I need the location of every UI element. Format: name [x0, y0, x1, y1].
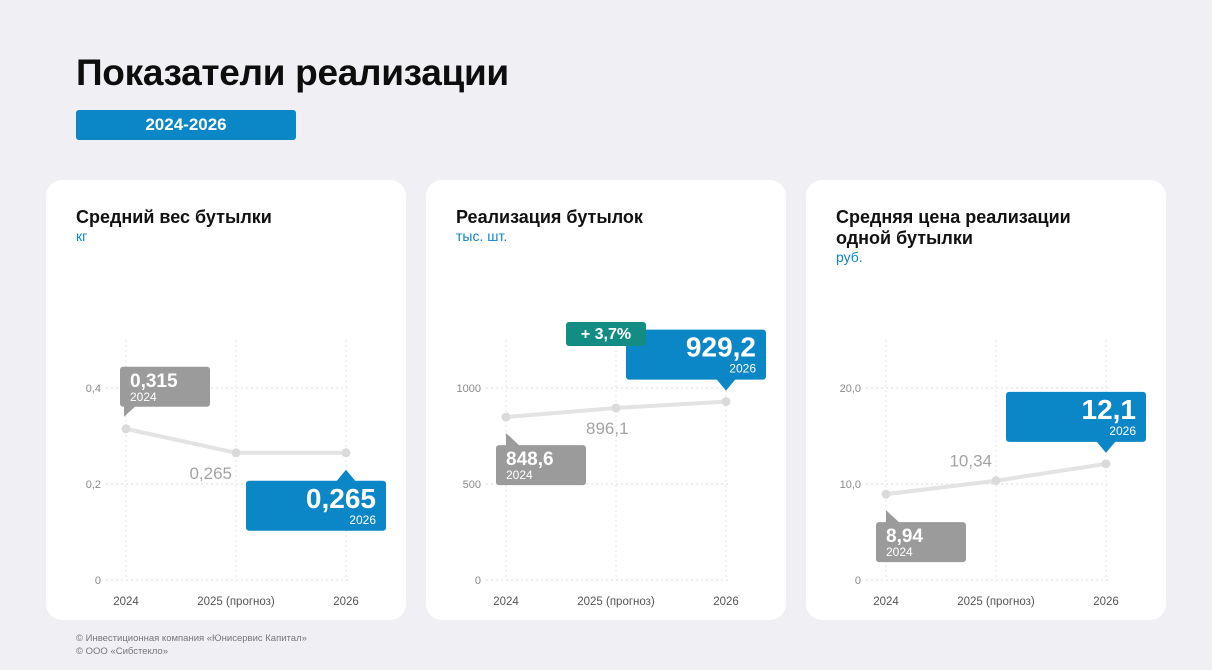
data-label: 0,265 [189, 464, 232, 483]
chart-unit: тыс. шт. [456, 228, 508, 244]
x-tick-label: 2025 (прогноз) [577, 596, 655, 608]
x-tick-label: 2026 [1093, 596, 1119, 608]
data-point [121, 424, 131, 434]
footer-line: © ООО «Сибстекло» [76, 646, 168, 657]
y-tick-label: 1000 [457, 383, 481, 395]
y-tick-label: 0,4 [86, 383, 101, 395]
chart-title: Средняя цена реализации одной бутылки ру… [836, 207, 1096, 265]
growth-badge-text: + 3,7% [581, 326, 631, 343]
growth-badge-box [566, 322, 646, 346]
chart-unit: руб. [836, 249, 863, 265]
y-tick-label: 500 [463, 479, 481, 491]
callout-value: 848,6 [506, 449, 554, 470]
chart-title-text: Средний вес бутылки [76, 207, 272, 227]
callout-value: 12,1 [1082, 394, 1137, 425]
callout-year: 2026 [349, 513, 376, 527]
callout-tail [716, 378, 736, 391]
callout-value: 0,265 [306, 483, 376, 514]
data-point [991, 476, 1001, 486]
period-badge: 2024-2026 [76, 110, 296, 140]
callout-tail [336, 469, 356, 482]
x-tick-label: 2024 [113, 596, 139, 608]
callout-box [876, 522, 966, 563]
x-tick-label: 2024 [873, 596, 899, 608]
y-tick-label: 0 [95, 575, 101, 587]
callout-year: 2026 [729, 362, 756, 376]
data-point [721, 397, 731, 407]
callout-year: 2026 [1109, 424, 1136, 438]
callout-value: 929,2 [686, 332, 756, 363]
data-point [1101, 459, 1111, 469]
callout-tail [1096, 440, 1116, 453]
callout-year: 2024 [130, 390, 157, 404]
callout-box [626, 329, 766, 380]
x-tick-label: 2024 [493, 596, 519, 608]
x-tick-label: 2025 (прогноз) [957, 596, 1035, 608]
footer-line: © Инвестиционная компания «Юнисервис Кап… [76, 633, 307, 644]
callout-tail [886, 510, 900, 524]
chart-title-text: Реализация бутылок [456, 207, 643, 227]
data-point [881, 489, 891, 499]
chart-title: Реализация бутылок тыс. шт. [456, 207, 716, 244]
chart-card-bottle-price: Средняя цена реализации одной бутылки ру… [806, 180, 1166, 620]
y-tick-label: 0 [475, 575, 481, 587]
growth-badge: + 3,7% [566, 322, 646, 346]
chart-unit: кг [76, 228, 88, 244]
callout-box [120, 366, 210, 407]
callout-tail [124, 405, 136, 417]
callout-year: 2024 [886, 545, 913, 559]
callout-box [246, 480, 386, 531]
callout-value: 8,94 [886, 526, 923, 547]
data-point [611, 403, 621, 413]
y-tick-label: 0 [855, 575, 861, 587]
data-point [501, 412, 511, 422]
chart-card-bottle-weight: Средний вес бутылки кг 0 0,2 0,4 2024 2025 (… [46, 180, 406, 620]
y-tick-label: 10,0 [840, 479, 861, 491]
data-label: 10,34 [949, 452, 992, 471]
callout-year: 2024 [506, 468, 533, 482]
x-tick-label: 2025 (прогноз) [197, 596, 275, 608]
footer: © Инвестиционная компания «Юнисервис Кап… [76, 632, 307, 658]
callout-tail [506, 433, 520, 447]
y-tick-label: 0,2 [86, 479, 101, 491]
data-point [341, 448, 351, 458]
callout-box [496, 445, 586, 486]
page-title: Показатели реализации [76, 52, 509, 93]
x-tick-label: 2026 [333, 596, 359, 608]
x-tick-label: 2026 [713, 596, 739, 608]
data-label: 896,1 [586, 419, 629, 438]
chart-title: Средний вес бутылки кг [76, 207, 336, 244]
callout-box [1006, 391, 1146, 442]
chart-card-bottle-sales: Реализация бутылок тыс. шт. 0 500 1000 2024… [426, 180, 786, 620]
chart-title-text: Средняя цена реализации одной бутылки [836, 207, 1071, 248]
data-point [231, 448, 241, 458]
callout-value: 0,315 [130, 371, 178, 392]
y-tick-label: 20,0 [840, 383, 861, 395]
